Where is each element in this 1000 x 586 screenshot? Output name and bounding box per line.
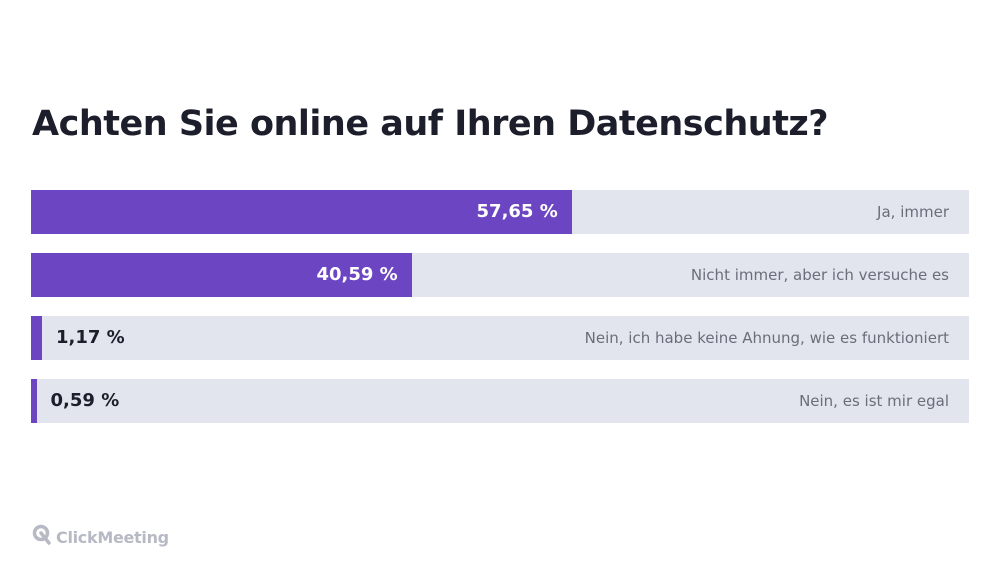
- bar: [31, 253, 412, 297]
- value-label: 40,59 %: [316, 264, 398, 285]
- bar-row: 57,65 % Ja, immer: [31, 190, 969, 234]
- bar-row: 0,59 % Nein, es ist mir egal: [31, 379, 969, 423]
- bar-row: 1,17 % Nein, ich habe keine Ahnung, wie e…: [31, 316, 969, 360]
- category-label: Ja, immer: [877, 203, 949, 221]
- category-label: Nein, ich habe keine Ahnung, wie es funk…: [584, 329, 949, 347]
- category-label: Nicht immer, aber ich versuche es: [690, 266, 949, 284]
- value-label: 1,17 %: [55, 327, 125, 348]
- bar: [31, 379, 37, 423]
- chart-title: Achten Sie online auf Ihren Datenschutz?: [32, 104, 829, 144]
- bar-chart: 57,65 % Ja, immer 40,59 % Nicht immer, aber…: [31, 190, 969, 442]
- bar: [31, 316, 42, 360]
- value-label: 0,59 %: [50, 390, 120, 411]
- bar: [31, 190, 572, 234]
- brand-name: ClickMeeting: [56, 527, 169, 547]
- clickmeeting-logo-icon: [32, 524, 52, 550]
- category-label: Nein, es ist mir egal: [799, 392, 949, 410]
- bar-row: 40,59 % Nicht immer, aber ich versuche es: [31, 253, 969, 297]
- brand-logo: ClickMeeting: [32, 524, 169, 550]
- value-label: 57,65 %: [476, 201, 558, 222]
